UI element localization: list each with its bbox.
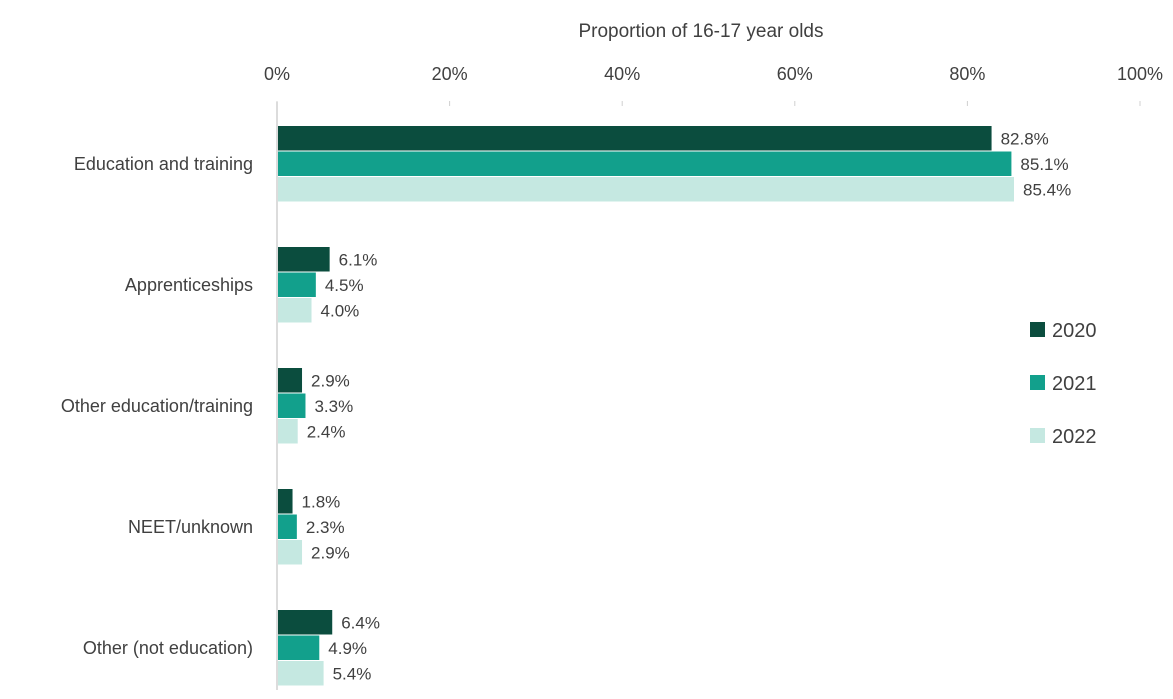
data-label: 6.4% xyxy=(341,613,380,632)
legend-swatch-2021 xyxy=(1030,375,1045,390)
category-label: Education and training xyxy=(74,154,253,174)
category-label: Other (not education) xyxy=(83,638,253,658)
bar-2022-2 xyxy=(278,419,298,444)
gridlines xyxy=(276,101,1141,106)
x-axis-ticks: 0% 20% 40% 60% 80% 100% xyxy=(264,64,1163,84)
data-label: 2.4% xyxy=(307,422,346,441)
bar-2021-2 xyxy=(278,393,306,418)
data-label: 85.4% xyxy=(1023,180,1071,199)
bar-2021-1 xyxy=(278,272,316,297)
bar-2021-0 xyxy=(278,151,1012,176)
legend-label-2022: 2022 xyxy=(1052,426,1097,448)
data-label: 4.0% xyxy=(321,301,360,320)
legend: 2020 2021 2022 xyxy=(1030,320,1097,448)
bar-2020-0 xyxy=(278,126,992,151)
x-tick-label: 20% xyxy=(432,64,468,84)
category-label: Other education/training xyxy=(61,396,253,416)
legend-label-2020: 2020 xyxy=(1052,320,1097,342)
data-label: 6.1% xyxy=(339,250,378,269)
bars xyxy=(278,126,1015,686)
data-label: 4.5% xyxy=(325,276,364,295)
category-label: NEET/unknown xyxy=(128,517,253,537)
data-label: 4.9% xyxy=(328,639,367,658)
legend-label-2021: 2021 xyxy=(1052,373,1097,395)
bar-2020-2 xyxy=(278,368,303,393)
data-labels: 82.8% 85.1% 85.4% 6.1% 4.5% 4.0% 2.9% 3.3% 2.4% 1… xyxy=(302,129,1072,683)
data-label: 1.8% xyxy=(302,492,341,511)
bar-2020-4 xyxy=(278,610,333,635)
x-tick-label: 100% xyxy=(1117,64,1163,84)
x-tick-label: 80% xyxy=(949,64,985,84)
bar-2021-3 xyxy=(278,514,297,539)
category-label: Apprenticeships xyxy=(125,275,253,295)
data-label: 2.3% xyxy=(306,518,345,537)
data-label: 2.9% xyxy=(311,371,350,390)
bar-2022-1 xyxy=(278,298,312,323)
legend-swatch-2022 xyxy=(1030,428,1045,443)
x-axis-title: Proportion of 16-17 year olds xyxy=(578,21,823,42)
data-label: 2.9% xyxy=(311,543,350,562)
bar-2020-1 xyxy=(278,247,330,272)
x-tick-label: 40% xyxy=(604,64,640,84)
bar-2022-4 xyxy=(278,661,324,686)
data-label: 82.8% xyxy=(1001,129,1049,148)
bar-2021-4 xyxy=(278,635,320,660)
x-tick-label: 60% xyxy=(777,64,813,84)
data-label: 85.1% xyxy=(1020,155,1068,174)
x-tick-label: 0% xyxy=(264,64,290,84)
data-label: 3.3% xyxy=(314,397,353,416)
legend-swatch-2020 xyxy=(1030,322,1045,337)
bar-2020-3 xyxy=(278,489,293,514)
category-labels: Education and training Apprenticeships Oth… xyxy=(61,154,253,658)
bar-2022-3 xyxy=(278,540,303,565)
data-label: 5.4% xyxy=(333,664,372,683)
bar-2022-0 xyxy=(278,177,1015,202)
